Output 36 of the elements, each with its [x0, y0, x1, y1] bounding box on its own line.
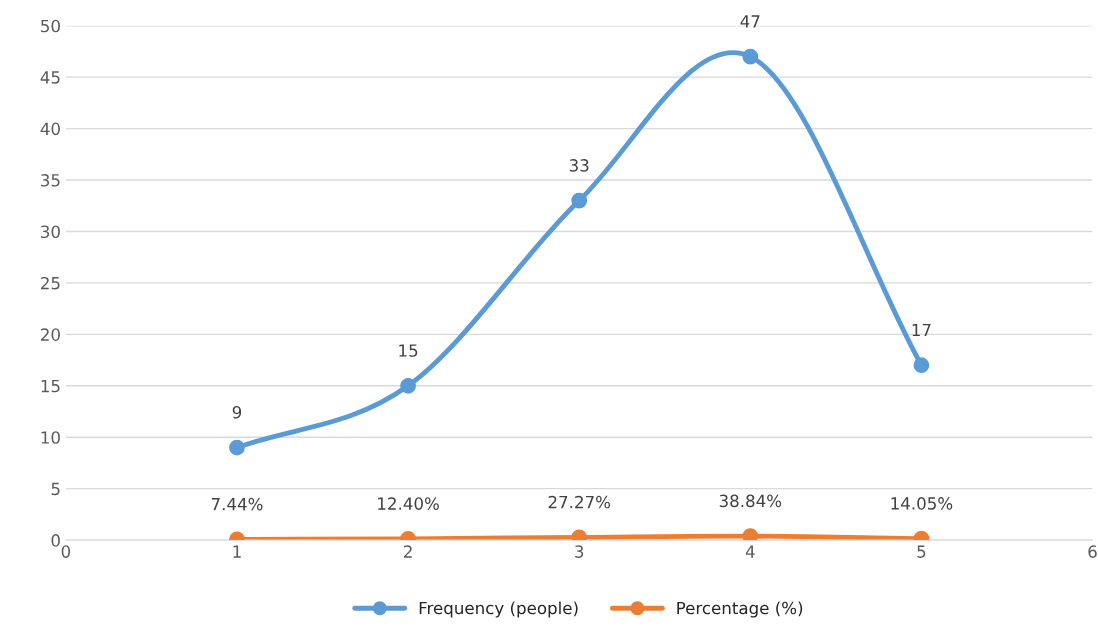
legend-label: Frequency (people)	[419, 601, 578, 618]
data-label: 15	[399, 344, 418, 357]
data-label: 27.27%	[548, 495, 611, 509]
point	[742, 48, 759, 65]
y-tick-label: 30	[41, 225, 60, 239]
point	[913, 357, 930, 374]
y-tick-label: 35	[41, 174, 60, 187]
x-tick-label: 1	[233, 545, 241, 558]
y-tick-label: 50	[41, 19, 60, 33]
data-label: 12.40%	[378, 497, 439, 510]
y-tick-label: 5	[51, 482, 60, 496]
data-label: 7.44%	[211, 497, 263, 511]
point	[400, 377, 416, 394]
y-tick-label: 10	[41, 431, 60, 444]
y-tick-label: 0	[51, 534, 60, 547]
legend-label: Percentage (%)	[677, 601, 803, 618]
y-tick-label: 20	[41, 328, 60, 341]
data-label: 38.84%	[719, 494, 782, 508]
data-label: 47	[740, 15, 760, 28]
x-tick-label: 0	[61, 545, 71, 558]
y-tick-label: 45	[40, 71, 60, 84]
x-tick-label: 2	[404, 545, 412, 558]
y-tick-label: 25	[41, 276, 60, 290]
x-tick-label: 6	[1088, 545, 1097, 558]
y-tick-label: 40	[40, 122, 60, 136]
y-tick-label: 15	[41, 379, 60, 393]
x-tick-label: 3	[575, 545, 584, 558]
point	[742, 528, 759, 541]
data-label: 17	[912, 323, 931, 337]
x-tick-label: 4	[745, 545, 755, 558]
data-label: 14.05%	[891, 497, 953, 510]
data-label: 33	[569, 159, 589, 172]
x-tick-label: 5	[917, 545, 926, 558]
data-label: 9	[232, 405, 242, 419]
point	[229, 439, 245, 456]
point	[571, 192, 588, 209]
